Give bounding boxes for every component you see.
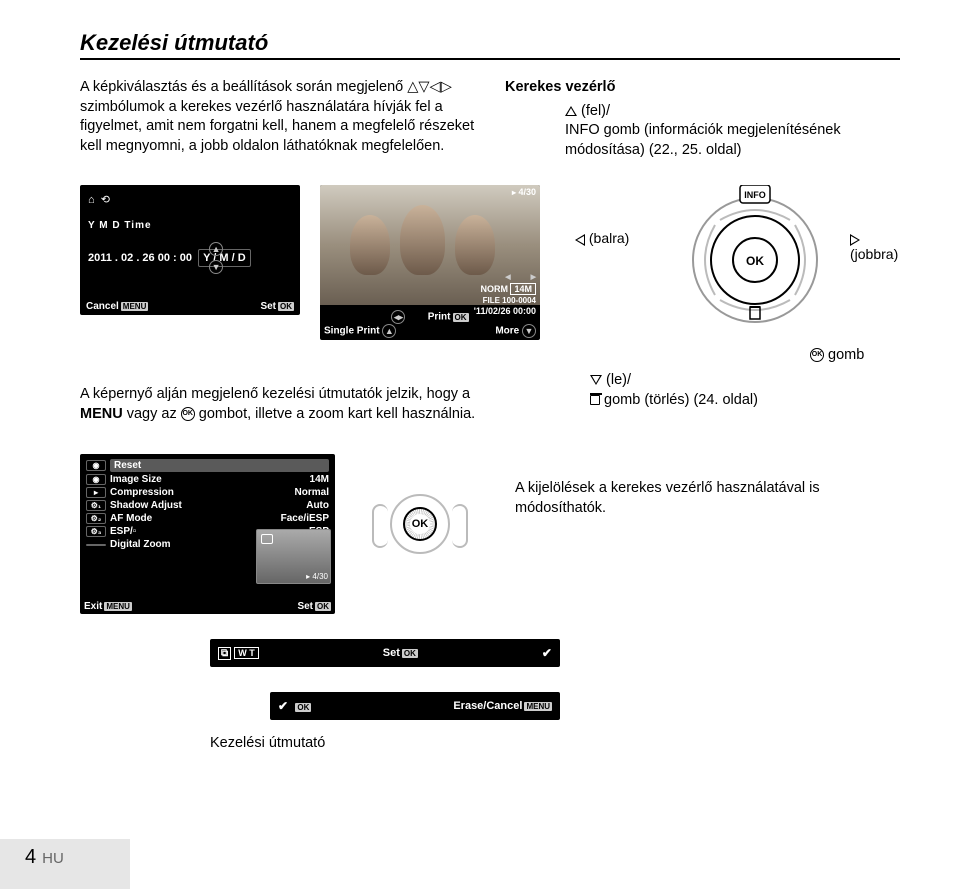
menu-item: AF Mode (110, 513, 281, 524)
ok-gomb-label: gomb (828, 347, 864, 363)
print-label: Print (428, 312, 451, 323)
menu-item: Compression (110, 487, 295, 498)
menu-item: Shadow Adjust (110, 500, 306, 511)
img-norm: NORM (480, 284, 508, 294)
set-label: Set (260, 301, 276, 312)
control-dial: OK INFO (680, 185, 830, 335)
menu-badge: MENU (121, 302, 149, 311)
screen-photo: ▸ 4/30 ◀ ▶ NORM 14M FILE 100-0004 '11/02… (320, 185, 540, 340)
ok-badge: OK (278, 302, 294, 311)
wt-icon: W T (234, 647, 259, 659)
dt-value: 2011 . 02 . 26 00 : 00 (88, 252, 192, 264)
trash-icon (590, 395, 600, 405)
dial-ok: OK (746, 254, 764, 268)
menu-thumb: ▸ 4/30 (256, 529, 331, 584)
screen-datetime: ⌂ ⟲ Y M D Time 2011 . 02 . 26 00 : 00 ▲ … (80, 185, 300, 315)
single-print: Single Print (324, 326, 380, 337)
ok-dial-big: OK (390, 494, 450, 554)
below-text: A képernyő alján megjelenő kezelési útmu… (80, 385, 510, 424)
info-desc: INFO gomb (információk megjelenítésének … (565, 122, 841, 158)
cancel-label: Cancel (86, 301, 119, 312)
dial-right: (jobbra) (850, 246, 898, 262)
dial-left: (balra) (589, 230, 629, 246)
dial-down1: (le)/ (606, 372, 631, 388)
dt-labels: Y M D Time (88, 220, 292, 231)
strip-erase: ✔ OK Erase/CancelMENU (270, 692, 560, 720)
intro-right-title: Kerekes vezérlő (505, 78, 900, 98)
settings-text: A kijelölések a kerekes vezérlő használa… (505, 479, 900, 518)
dial-down2: gomb (törlés) (24. oldal) (604, 392, 758, 408)
img-file: FILE 100-0004 (483, 296, 536, 305)
strip-zoom: ⧉ W T SetOK ✔ (210, 639, 560, 667)
left-triangle-icon (575, 234, 585, 246)
ok-icon: OK (810, 348, 824, 362)
menu-item: Image Size (110, 474, 310, 485)
home-icon: ⌂ ⟲ (88, 193, 110, 206)
up-label: (fel)/ (581, 103, 610, 119)
strip-set: Set (383, 647, 400, 659)
intro-left-text: A képkiválasztás és a beállítások során … (80, 78, 475, 160)
menu-reset: Reset (110, 459, 329, 472)
set-label: Set (297, 601, 313, 612)
screen-menu: ◉Reset ◉Image Size14M ▸CompressionNormal… (80, 454, 335, 614)
up-triangle-icon (565, 106, 577, 116)
erase-label: Erase/Cancel (453, 700, 522, 712)
page-number: 4HU (25, 846, 64, 869)
guide-label: Kezelési útmutató (210, 735, 900, 751)
thumb-counter: ▸ 4/30 (306, 572, 328, 581)
cam-icon: ◉ (86, 460, 106, 471)
img-counter: 4/30 (518, 187, 536, 197)
lr-arrow-icon: ◂▸ (391, 310, 405, 324)
more-label: More (495, 326, 519, 337)
dt-spinner: ▲ Y / M / D ▼ (198, 249, 251, 267)
exit-label: Exit (84, 601, 102, 612)
dial-info: INFO (744, 190, 766, 200)
ok-center: OK (410, 514, 430, 534)
page-heading: Kezelési útmutató (80, 30, 900, 60)
right-triangle-icon (850, 234, 860, 246)
down-triangle-icon (590, 375, 602, 385)
